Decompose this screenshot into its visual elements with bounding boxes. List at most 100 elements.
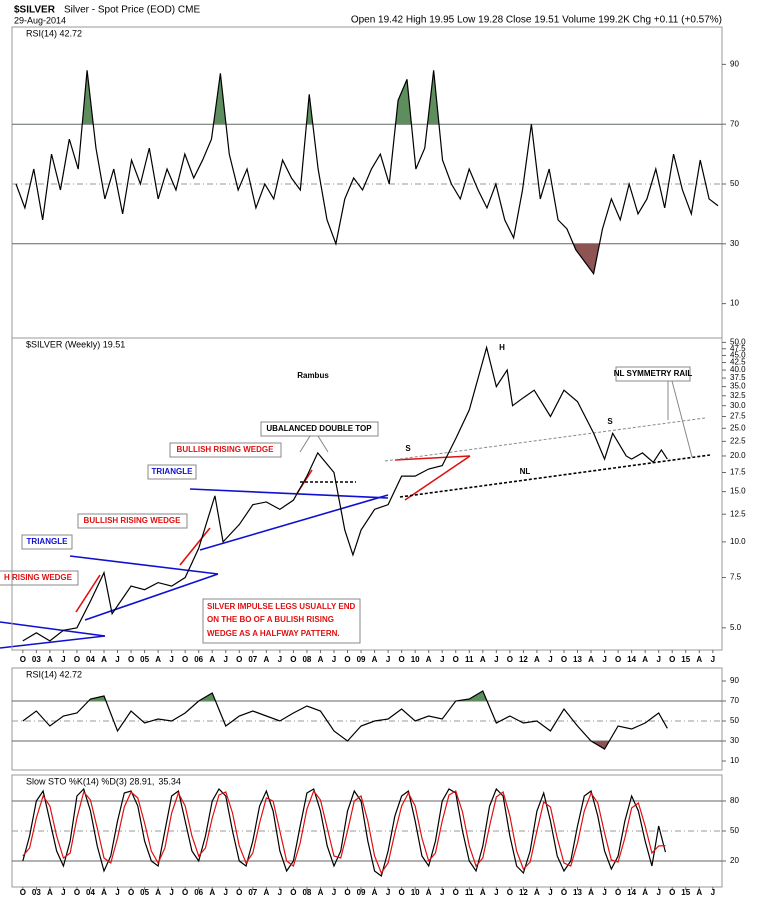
x-tick-label: J	[494, 888, 498, 897]
y-tick-label: 12.5	[730, 509, 746, 518]
series-line	[22, 787, 667, 878]
panel-title: RSI(14) 42.72	[26, 669, 82, 679]
symmetry-rail	[384, 417, 706, 462]
y-tick-label: 20	[730, 856, 739, 865]
y-tick-label: 90	[730, 59, 739, 68]
label-box	[615, 366, 691, 382]
x-tick-label: O	[20, 655, 26, 664]
x-tick-label: O	[344, 655, 350, 664]
y-tick-label: 10	[730, 299, 739, 308]
x-tick-label: A	[209, 888, 215, 897]
y-tick-label: 37.5	[730, 373, 746, 382]
x-tick-label: O	[507, 655, 513, 664]
x-tick-label: 10	[411, 655, 420, 664]
y-tick-label: 22.5	[730, 436, 746, 445]
x-tick-label: O	[182, 655, 188, 664]
x-tick-label: O	[74, 655, 80, 664]
x-tick-label: A	[155, 655, 161, 664]
y-tick-label: 40.0	[730, 365, 746, 374]
x-tick-label: O	[290, 655, 296, 664]
x-tick-label: 03	[32, 888, 41, 897]
x-tick-label: 10	[411, 888, 420, 897]
x-tick-label: 03	[32, 655, 41, 664]
x-tick-label: 05	[140, 655, 149, 664]
x-tick-label: 12	[519, 888, 528, 897]
x-tick-label: A	[155, 888, 161, 897]
overbought-fill	[82, 70, 439, 125]
x-tick-label: J	[61, 888, 65, 897]
x-tick-label: O	[399, 655, 405, 664]
annotation: UBALANCED DOUBLE TOP	[266, 424, 372, 433]
label-box	[77, 513, 188, 529]
x-tick-label: 15	[681, 655, 690, 664]
annotation: NL SYMMETRY RAIL	[614, 369, 693, 378]
x-tick-label: O	[344, 888, 350, 897]
label-box	[202, 598, 361, 644]
x-tick-label: O	[182, 888, 188, 897]
x-tick-label: 15	[681, 888, 690, 897]
trendline	[0, 621, 106, 637]
x-tick-label: J	[61, 655, 65, 664]
x-tick-label: 11	[465, 655, 474, 664]
x-tick-label: A	[588, 655, 594, 664]
annotation: S	[607, 417, 613, 426]
overbought-fill	[22, 691, 668, 701]
x-tick-label: O	[507, 888, 513, 897]
x-tick-label: A	[426, 655, 432, 664]
x-tick-label: J	[278, 655, 282, 664]
annotation: TRIANGLE	[152, 467, 194, 476]
x-tick-label: A	[101, 888, 107, 897]
x-tick-label: A	[47, 655, 53, 664]
pointer	[317, 435, 329, 453]
panel-title: RSI(14) 42.72	[26, 28, 82, 38]
wedge-line	[75, 574, 101, 613]
y-tick-label: 30	[730, 239, 739, 248]
x-tick-label: 04	[86, 655, 95, 664]
x-tick-label: A	[696, 888, 702, 897]
annotation: TRIANGLE	[27, 537, 69, 546]
date: 29-Aug-2014	[14, 15, 66, 25]
x-tick-label: J	[440, 888, 444, 897]
x-tick-label: J	[332, 888, 336, 897]
x-tick-label: A	[47, 888, 53, 897]
x-tick-label: A	[480, 655, 486, 664]
x-tick-label: J	[169, 655, 173, 664]
x-tick-label: A	[534, 888, 540, 897]
description: Silver - Spot Price (EOD) CME	[64, 5, 200, 16]
annotation: ON THE BO OF A BULISH RISING	[207, 615, 334, 624]
y-tick-label: 70	[730, 696, 739, 705]
x-tick-label: J	[440, 655, 444, 664]
y-tick-label: 10.0	[730, 537, 746, 546]
x-tick-label: 08	[302, 655, 311, 664]
symbol: $SILVER	[14, 5, 56, 16]
oversold-fill	[16, 243, 718, 274]
x-tick-label: 07	[248, 888, 257, 897]
annotation: WEDGE AS A HALFWAY PATTERN.	[207, 629, 340, 638]
x-tick-label: J	[386, 655, 390, 664]
x-tick-label: J	[548, 655, 552, 664]
x-tick-label: 05	[140, 888, 149, 897]
y-tick-label: 50	[730, 826, 739, 835]
x-tick-label: A	[426, 888, 432, 897]
x-tick-label: 09	[357, 888, 366, 897]
x-tick-label: J	[169, 888, 173, 897]
x-tick-label: A	[372, 888, 378, 897]
series-line	[22, 690, 668, 750]
y-tick-label: 50	[730, 716, 739, 725]
x-tick-label: J	[656, 655, 660, 664]
x-tick-label: O	[399, 888, 405, 897]
series-line	[22, 789, 666, 875]
x-tick-label: 13	[573, 655, 582, 664]
series-line	[15, 70, 719, 276]
wedge-line	[394, 455, 471, 461]
x-tick-label: O	[453, 888, 459, 897]
x-tick-label: J	[548, 888, 552, 897]
x-tick-label: O	[669, 888, 675, 897]
x-tick-label: 14	[627, 655, 636, 664]
y-tick-label: 17.5	[730, 468, 746, 477]
x-tick-label: J	[224, 888, 228, 897]
y-tick-label: 50.0	[730, 337, 746, 346]
x-tick-label: O	[615, 655, 621, 664]
x-tick-label: 06	[194, 888, 203, 897]
